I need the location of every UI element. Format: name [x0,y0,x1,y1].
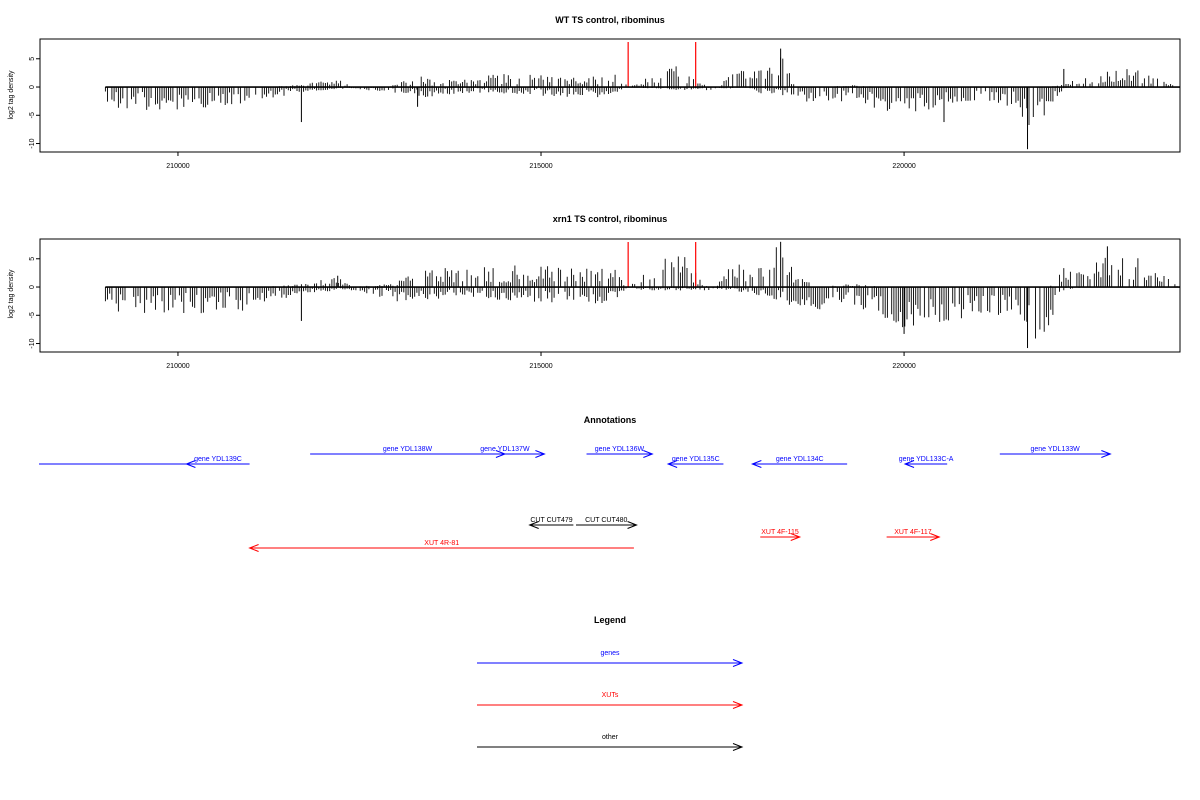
annotation-feature: CUT CUT479 [528,517,574,529]
annotations-title: Annotations [584,415,637,425]
arrow-head [185,460,196,468]
y-tick-label: -10 [29,138,36,148]
xrn1-tag-density-panel: xrn1 TS control, ribominus log2 tag dens… [8,214,1181,370]
feature-label: XUT 4F-117 [894,529,932,536]
annotation-feature: gene YDL137W [465,446,546,458]
arrow-head [248,544,259,552]
arrow-head [666,460,678,468]
feature-label: gene YDL137W [480,446,530,453]
y-axis-label: log2 tag density [8,70,15,120]
arrow-head [903,460,915,468]
y-tick-label: 0 [29,85,36,89]
x-tick-label: 215000 [529,363,552,370]
x-tick-label: 210000 [166,163,189,170]
y-axis-label: log2 tag density [8,269,15,319]
feature-label: XUT 4R-81 [424,540,459,547]
density-bars-path [104,57,1174,125]
x-tick-label: 220000 [892,363,915,370]
arrow-head [732,743,744,751]
annotation-feature: XUT 4F-115 [760,529,802,541]
annotation-feature: XUT 4R-81 [248,540,634,552]
y-tick-label: 5 [29,57,36,61]
density-bars-path [104,247,1180,339]
x-tick-label: 210000 [166,363,189,370]
annotation-feature: gene YDL136W [586,446,654,458]
feature-label: gene YDL134C [776,456,824,463]
arrow-head [732,659,744,667]
wt-tag-density-panel: WT TS control, ribominus log2 tag densit… [8,15,1181,170]
annotation-feature: gene YDL133C-A [899,456,954,468]
annotation-feature: XUT 4F-117 [886,529,941,541]
legend-entry: other [477,734,744,751]
feature-label: gene YDL135C [672,456,720,463]
legend-entry: XUTs [477,692,744,709]
axes: 5 0 -5 -10 210000 215000 220000 [29,257,916,370]
y-tick-label: -5 [29,312,36,318]
arrow-head [643,450,654,458]
arrow-head [732,701,744,709]
arrow-head [930,533,941,541]
legend-label: genes [600,650,620,657]
legend: Legend genes XUTs other [477,615,744,751]
feature-list: gene YDL139C gene YDL138W gene YDL137W gene… [39,446,1112,552]
feature-label: gene YDL133C-A [899,456,954,463]
highlight-markers [627,42,697,88]
feature-label: CUT CUT480 [585,517,627,524]
annotation-feature: gene YDL138W [310,446,507,458]
feature-label: gene YDL136W [595,446,645,453]
annotation-feature: gene YDL139C [185,456,250,468]
feature-label: CUT CUT479 [530,517,572,524]
legend-title: Legend [594,615,626,625]
legend-label: XUTs [602,692,619,699]
x-tick-label: 215000 [529,163,552,170]
density-bars [104,48,1174,150]
feature-label: gene YDL139C [194,456,242,463]
plot-frame [39,38,1181,153]
y-tick-label: 0 [29,285,36,289]
legend-label: other [602,734,619,741]
plot-frame [39,238,1181,353]
annotation-feature: CUT CUT480 [576,517,638,529]
feature-label: gene YDL133W [1030,446,1080,453]
y-tick-label: -5 [29,112,36,118]
axes: 5 0 -5 -10 210000 215000 220000 [29,57,916,170]
annotation-feature: gene YDL135C [666,456,724,468]
annotation-feature: gene YDL133W [999,446,1112,458]
arrow-head [627,521,638,529]
arrow-head [790,533,802,541]
highlight-markers [627,242,697,288]
feature-label: gene YDL138W [383,446,433,453]
y-tick-label: -10 [29,338,36,348]
panel-title: WT TS control, ribominus [555,15,665,25]
arrow-head [1101,450,1112,458]
arrow-head [750,460,762,468]
arrow-head [535,450,546,458]
annotation-feature: gene YDL134C [750,456,848,468]
feature-label: XUT 4F-115 [761,529,799,536]
arrow-head [528,521,539,529]
panel-title: xrn1 TS control, ribominus [553,214,668,224]
legend-entries: genes XUTs other [477,650,744,751]
y-tick-label: 5 [29,257,36,261]
density-bars [104,241,1180,349]
x-tick-label: 220000 [892,163,915,170]
legend-entry: genes [477,650,744,667]
